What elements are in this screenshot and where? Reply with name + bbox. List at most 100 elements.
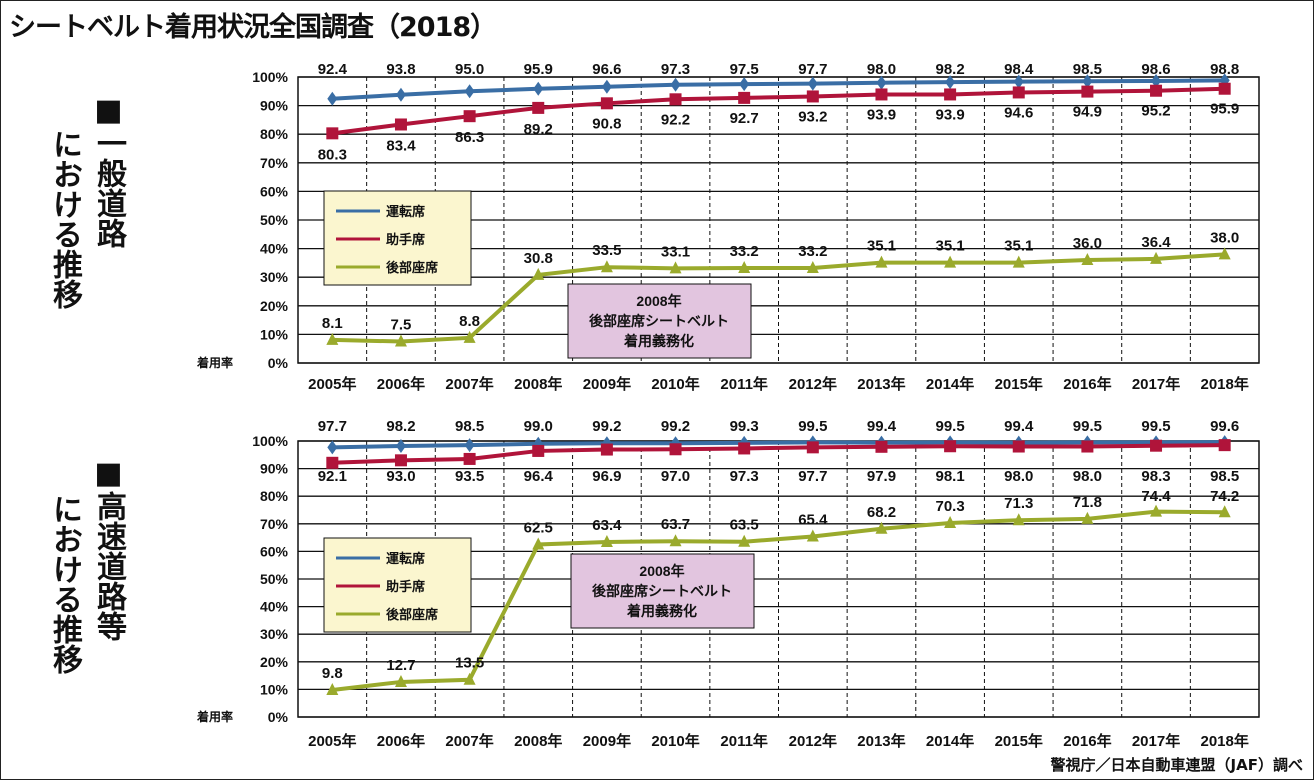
chart1-xtick-label: 2017年 bbox=[1132, 375, 1180, 393]
chart2-annotation-text: 着用義務化 bbox=[626, 603, 697, 619]
chart2-data-label: 92.1 bbox=[318, 468, 347, 485]
chart1-driver-point bbox=[945, 75, 956, 90]
chart1-side-subtitle: における推移 bbox=[47, 129, 82, 309]
chart2-rear-point bbox=[944, 515, 957, 528]
chart2-data-label: 63.7 bbox=[661, 516, 690, 533]
chart1-passenger-point bbox=[1081, 85, 1094, 98]
chart1-ytick-label: 60% bbox=[260, 183, 289, 199]
chart1-data-label: 96.6 bbox=[592, 61, 621, 78]
chart1-data-label: 94.9 bbox=[1073, 104, 1102, 121]
chart1-rear-point bbox=[463, 330, 476, 343]
chart2-rear-point bbox=[875, 521, 888, 534]
page-title: シートベルト着用状況全国調査（2018） bbox=[9, 12, 497, 43]
chart1-driver-point bbox=[533, 81, 544, 96]
chart1-xtick-label: 2008年 bbox=[514, 375, 562, 393]
chart2-data-label: 68.2 bbox=[867, 504, 896, 521]
chart2-rear-point bbox=[1150, 504, 1163, 517]
chart1-data-label: 98.0 bbox=[867, 61, 896, 78]
chart2-xtick-label: 2017年 bbox=[1132, 732, 1180, 750]
chart2-xtick-label: 2016年 bbox=[1063, 732, 1111, 750]
chart2-passenger-point bbox=[394, 454, 407, 467]
chart2-xtick-label: 2010年 bbox=[651, 732, 699, 750]
chart1-data-label: 97.7 bbox=[798, 61, 827, 78]
chart2-side-subtitle: における推移 bbox=[47, 494, 82, 674]
chart1-passenger-point bbox=[738, 91, 751, 104]
chart2-xtick-label: 2014年 bbox=[926, 732, 974, 750]
chart2-ytick-label: 10% bbox=[260, 681, 289, 697]
chart2-ytick-label: 0% bbox=[268, 709, 289, 725]
chart2-data-label: 97.3 bbox=[730, 468, 759, 485]
chart1-xtick-label: 2005年 bbox=[308, 375, 356, 393]
chart2-data-label: 98.5 bbox=[455, 418, 484, 435]
chart1-driver-point bbox=[395, 87, 406, 102]
chart1-xtick-label: 2014年 bbox=[926, 375, 974, 393]
chart1-ylabel: 着用率 bbox=[196, 355, 233, 370]
chart2-data-label: 63.5 bbox=[730, 517, 759, 534]
chart1-series-2-line bbox=[332, 252, 1225, 344]
chart2-xtick-label: 2011年 bbox=[720, 732, 768, 750]
chart1-ytick-label: 40% bbox=[260, 241, 289, 257]
chart2-data-label: 71.8 bbox=[1073, 494, 1102, 511]
chart1-driver-point bbox=[1082, 74, 1093, 89]
chart1-data-label: 98.5 bbox=[1073, 61, 1102, 78]
chart1-xtick-label: 2007年 bbox=[445, 375, 493, 393]
chart2-passenger-point bbox=[1150, 439, 1163, 452]
chart1-passenger-point bbox=[463, 110, 476, 123]
chart2-xtick-label: 2012年 bbox=[789, 732, 837, 750]
chart2-passenger-point bbox=[600, 443, 613, 456]
chart1-rear-point bbox=[669, 261, 682, 274]
chart1-ytick-label: 90% bbox=[260, 98, 289, 114]
chart1-data-label: 35.1 bbox=[1004, 238, 1033, 255]
chart2-data-label: 98.0 bbox=[1004, 468, 1033, 485]
chart2-driver-point bbox=[327, 440, 338, 455]
chart1-data-label: 98.8 bbox=[1210, 61, 1239, 78]
chart1-data-label: 36.0 bbox=[1073, 235, 1102, 252]
chart1-rear-point bbox=[394, 334, 407, 347]
chart2-passenger-point bbox=[669, 443, 682, 456]
chart1-rear-point bbox=[1012, 255, 1025, 268]
chart1-passenger-point bbox=[1012, 86, 1025, 99]
chart1-xtick-label: 2011年 bbox=[720, 375, 768, 393]
chart1-passenger-point bbox=[1218, 82, 1231, 95]
chart2-xtick-label: 2007年 bbox=[445, 732, 493, 750]
chart2-passenger-point bbox=[463, 452, 476, 465]
chart2-data-label: 63.4 bbox=[592, 517, 622, 534]
chart2-ytick-label: 100% bbox=[252, 433, 288, 449]
chart2-rear-point bbox=[394, 674, 407, 687]
chart2-data-label: 99.4 bbox=[1004, 418, 1034, 435]
chart2-ytick-label: 30% bbox=[260, 626, 289, 642]
chart1-data-label: 86.3 bbox=[455, 129, 484, 146]
chart1-ytick-label: 100% bbox=[252, 69, 288, 85]
chart1-rear-point bbox=[532, 267, 545, 280]
chart2-ytick-label: 20% bbox=[260, 654, 289, 670]
chart2-annotation-text: 2008年 bbox=[639, 563, 684, 579]
chart2-passenger-point bbox=[1218, 439, 1231, 452]
chart2-data-label: 99.4 bbox=[867, 418, 897, 435]
chart1-rear-point bbox=[806, 261, 819, 274]
chart1-data-label: 33.1 bbox=[661, 243, 690, 260]
chart2-passenger-point bbox=[875, 440, 888, 453]
chart1-passenger-point bbox=[600, 97, 613, 110]
chart1-xtick-label: 2016年 bbox=[1063, 375, 1111, 393]
chart1-xtick-label: 2012年 bbox=[789, 375, 837, 393]
chart1-data-label: 93.8 bbox=[386, 61, 415, 78]
chart2-data-label: 74.4 bbox=[1141, 488, 1171, 505]
chart2-xtick-label: 2006年 bbox=[377, 732, 425, 750]
chart2-passenger-point bbox=[738, 442, 751, 455]
chart2-data-label: 99.3 bbox=[730, 418, 759, 435]
chart1-ytick-label: 20% bbox=[260, 298, 289, 314]
chart2-rear-point bbox=[1218, 505, 1231, 518]
chart2-legend-label: 運転席 bbox=[386, 551, 425, 566]
chart1-data-label: 93.9 bbox=[867, 106, 896, 123]
chart2-data-label: 65.4 bbox=[798, 511, 828, 528]
chart1-data-label: 36.4 bbox=[1141, 234, 1171, 251]
chart1-ytick-label: 30% bbox=[260, 269, 289, 285]
chart2-data-label: 62.5 bbox=[524, 520, 553, 537]
chart2-passenger-point bbox=[944, 440, 957, 453]
chart1-ytick-label: 10% bbox=[260, 326, 289, 342]
chart1-data-label: 35.1 bbox=[867, 238, 896, 255]
chart2-series-1-line bbox=[332, 443, 1225, 465]
chart1-data-label: 7.5 bbox=[391, 317, 412, 334]
chart1-annotation-text: 2008年 bbox=[636, 293, 681, 309]
chart1-data-label: 8.1 bbox=[322, 315, 343, 332]
